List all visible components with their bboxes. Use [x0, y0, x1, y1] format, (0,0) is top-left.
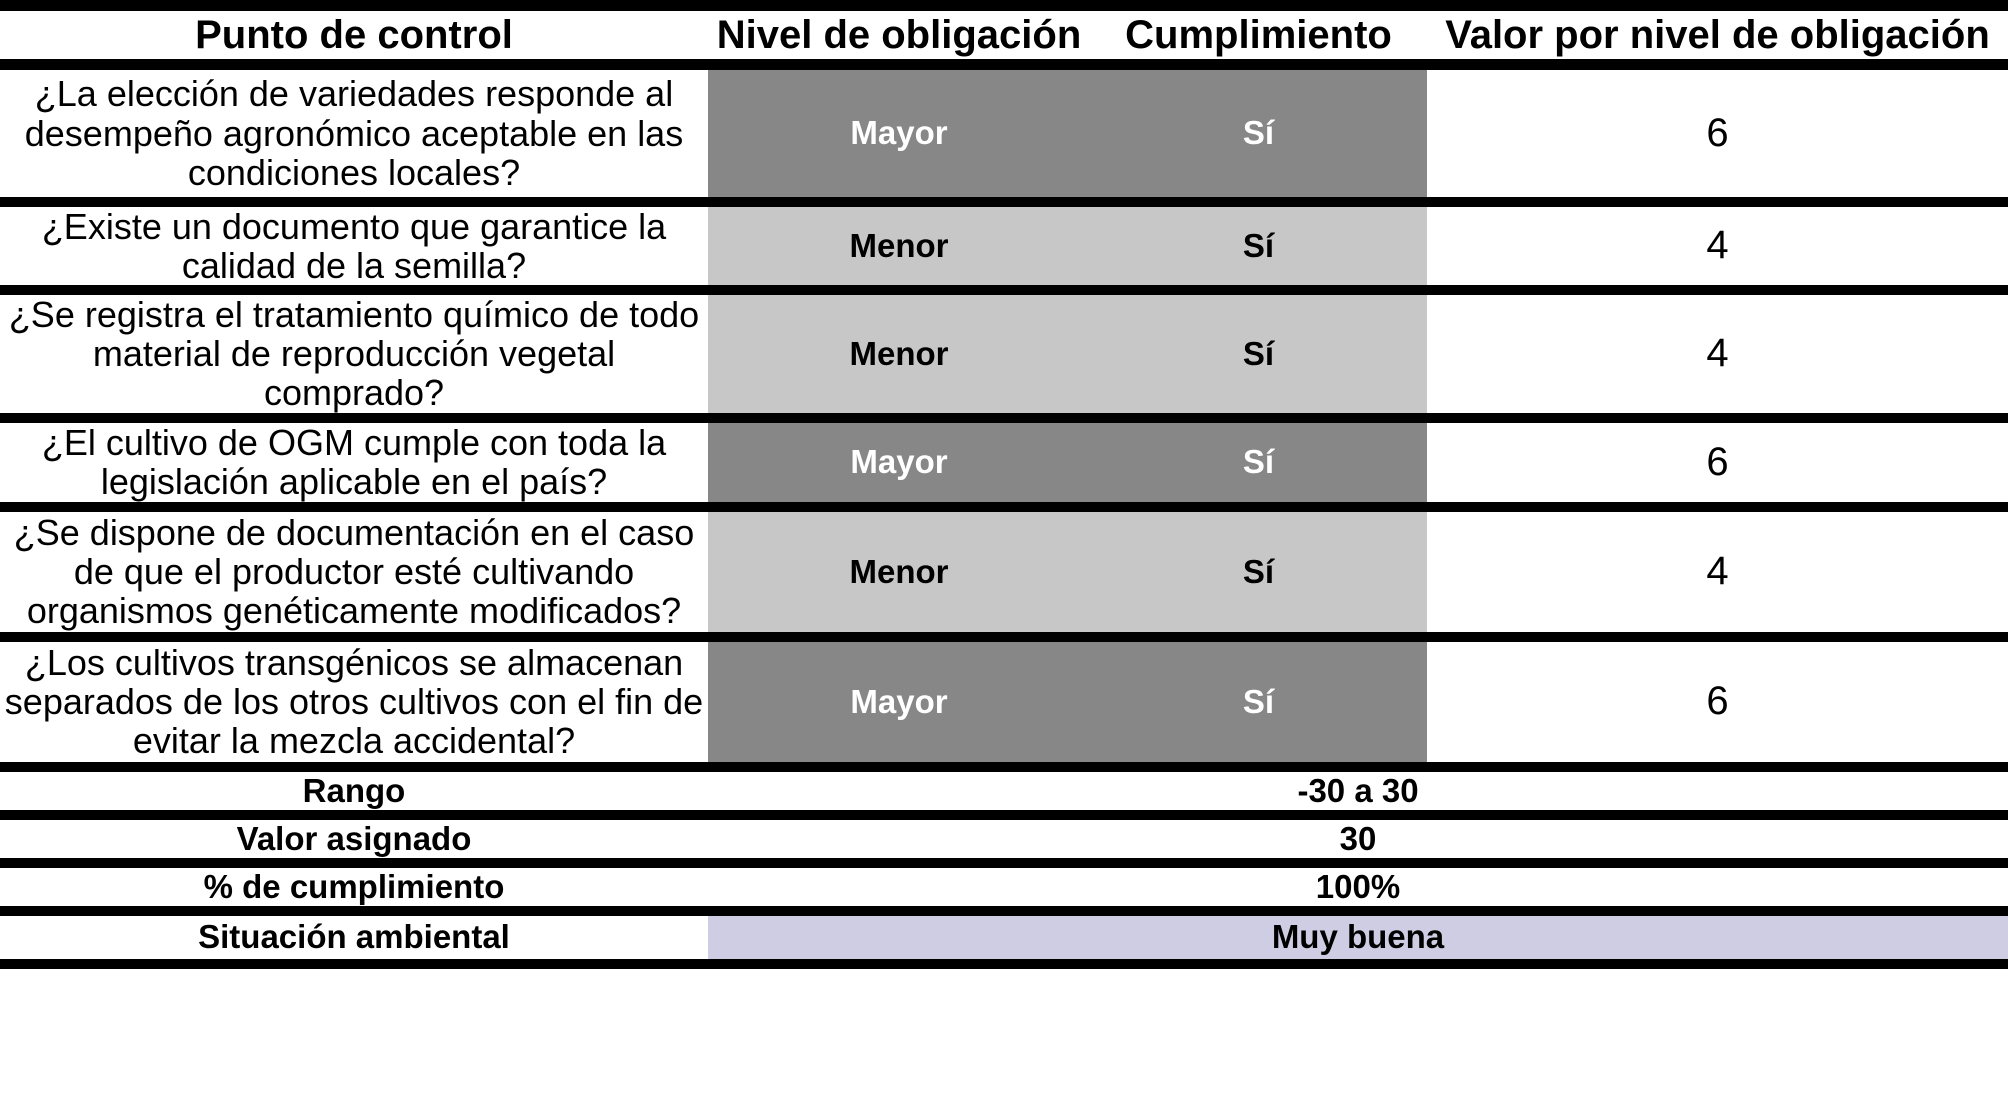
summary-value: 100%: [708, 862, 2008, 916]
question-cell: ¿Existe un documento que garantice la ca…: [0, 201, 708, 295]
compliance-cell: Sí: [1090, 64, 1427, 207]
compliance-table: Punto de control Nivel de obligación Cum…: [0, 0, 2008, 969]
question-cell: ¿El cultivo de OGM cumple con toda la le…: [0, 417, 708, 512]
summary-row-valor-asignado: Valor asignado 30: [0, 814, 2008, 868]
value-cell: 4: [1427, 506, 2008, 642]
question-cell: ¿Se registra el tratamiento químico de t…: [0, 289, 708, 423]
compliance-cell: Sí: [1090, 289, 1427, 423]
obligation-level-cell: Menor: [708, 289, 1090, 423]
table-row: ¿El cultivo de OGM cumple con toda la le…: [0, 417, 2008, 512]
compliance-cell: Sí: [1090, 636, 1427, 772]
value-cell: 4: [1427, 289, 2008, 423]
summary-label: Rango: [0, 766, 708, 820]
compliance-cell: Sí: [1090, 417, 1427, 512]
obligation-level-cell: Mayor: [708, 636, 1090, 772]
table-row: ¿Se dispone de documentación en el caso …: [0, 506, 2008, 642]
header-value-per-level: Valor por nivel de obligación: [1427, 5, 2008, 70]
summary-row-rango: Rango -30 a 30: [0, 766, 2008, 820]
obligation-level-cell: Menor: [708, 201, 1090, 295]
header-compliance: Cumplimiento: [1090, 5, 1427, 70]
summary-label: Situación ambiental: [0, 910, 708, 969]
table-row: ¿Existe un documento que garantice la ca…: [0, 201, 2008, 295]
summary-label: % de cumplimiento: [0, 862, 708, 916]
summary-value: -30 a 30: [708, 766, 2008, 820]
summary-label: Valor asignado: [0, 814, 708, 868]
value-cell: 6: [1427, 417, 2008, 512]
header-control-point: Punto de control: [0, 5, 708, 70]
table-header-row: Punto de control Nivel de obligación Cum…: [0, 5, 2008, 70]
obligation-level-cell: Mayor: [708, 417, 1090, 512]
value-cell: 6: [1427, 64, 2008, 207]
value-cell: 6: [1427, 636, 2008, 772]
environmental-status-badge: Muy buena: [708, 910, 2008, 969]
table-row: ¿Se registra el tratamiento químico de t…: [0, 289, 2008, 423]
table-row: ¿La elección de variedades responde al d…: [0, 64, 2008, 207]
summary-row-pct-cumplimiento: % de cumplimiento 100%: [0, 862, 2008, 916]
question-cell: ¿Los cultivos transgénicos se almacenan …: [0, 636, 708, 772]
header-obligation-level: Nivel de obligación: [708, 5, 1090, 70]
table-row: ¿Los cultivos transgénicos se almacenan …: [0, 636, 2008, 772]
summary-value: 30: [708, 814, 2008, 868]
compliance-cell: Sí: [1090, 506, 1427, 642]
summary-row-situacion-ambiental: Situación ambiental Muy buena: [0, 910, 2008, 969]
compliance-cell: Sí: [1090, 201, 1427, 295]
obligation-level-cell: Mayor: [708, 64, 1090, 207]
value-cell: 4: [1427, 201, 2008, 295]
obligation-level-cell: Menor: [708, 506, 1090, 642]
question-cell: ¿Se dispone de documentación en el caso …: [0, 506, 708, 642]
question-cell: ¿La elección de variedades responde al d…: [0, 64, 708, 207]
